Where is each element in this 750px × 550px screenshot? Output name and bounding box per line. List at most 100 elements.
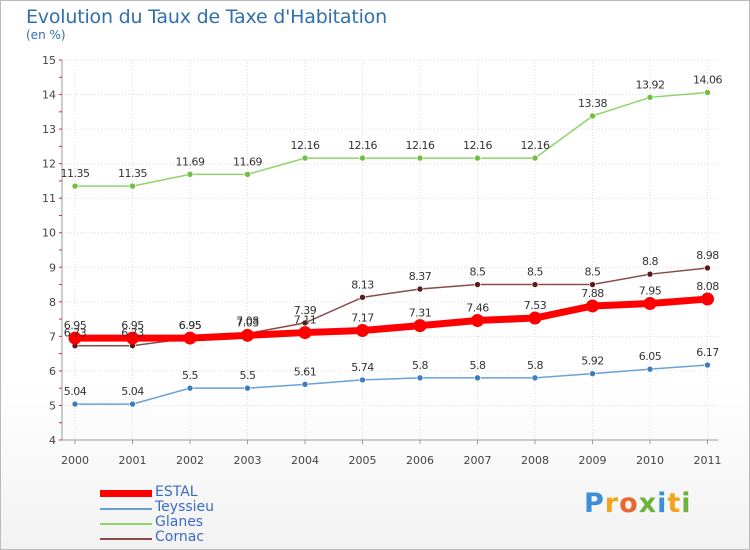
x-tick-label: 2009 — [579, 454, 607, 467]
series-point-teyssieu — [416, 374, 424, 382]
chart-title: Evolution du Taux de Taxe d'Habitation — [26, 6, 387, 28]
series-point-estal — [586, 299, 599, 313]
series-point-cornac — [646, 270, 654, 278]
grid-lines — [62, 59, 718, 441]
y-tick-label: 14 — [42, 89, 56, 102]
data-label-teyssieu: 5.5 — [182, 369, 198, 382]
x-tick-label: 2008 — [521, 454, 549, 467]
data-label-glanes: 11.35 — [118, 167, 147, 180]
logo-letter: t — [667, 488, 682, 519]
x-tick-label: 2011 — [694, 454, 722, 467]
data-label-cornac: 6.73 — [121, 327, 144, 340]
logo-letter: o — [619, 488, 639, 519]
y-tick-label: 7 — [49, 330, 56, 343]
series-point-glanes — [531, 154, 539, 162]
series-point-estal — [126, 331, 139, 345]
x-tick-label: 2000 — [61, 454, 89, 467]
series-point-estal — [471, 313, 484, 327]
x-tick-label: 2004 — [291, 454, 319, 467]
data-label-glanes: 12.16 — [348, 139, 377, 152]
data-label-estal: 7.53 — [524, 299, 547, 312]
series-line-glanes — [75, 91, 708, 187]
data-label-cornac: 8.5 — [585, 266, 601, 279]
y-tick-label: 15 — [42, 54, 56, 67]
series-point-cornac — [301, 319, 309, 327]
data-label-glanes: 12.16 — [406, 139, 435, 152]
series-line-teyssieu — [75, 364, 708, 405]
series-point-glanes — [186, 171, 194, 178]
data-label-estal: 7.17 — [351, 311, 374, 324]
logo-letter: P — [584, 488, 605, 519]
x-tick-label: 2007 — [464, 454, 492, 467]
series-point-glanes — [71, 182, 79, 190]
series-point-estal — [643, 297, 657, 311]
series-point-teyssieu — [589, 370, 596, 377]
series-point-glanes — [474, 154, 481, 162]
data-label-estal: 8.08 — [696, 280, 719, 293]
series-point-glanes — [244, 171, 251, 178]
legend-label: Cornac — [155, 529, 204, 545]
legend-swatch — [100, 490, 152, 497]
series-point-teyssieu — [704, 361, 711, 369]
data-label-cornac: 8.5 — [527, 266, 543, 279]
data-label-cornac: 7.39 — [294, 304, 317, 317]
data-label-cornac: 8.37 — [409, 270, 432, 283]
data-label-estal: 7.88 — [581, 287, 604, 300]
legend-swatch — [100, 523, 152, 525]
data-label-estal: 7.03 — [236, 316, 259, 329]
data-label-teyssieu: 5.8 — [470, 359, 486, 372]
data-label-cornac: 7.08 — [236, 315, 259, 328]
data-label-glanes: 11.69 — [233, 155, 262, 168]
data-label-glanes: 12.16 — [291, 139, 320, 152]
legend-label: Teyssieu — [155, 499, 215, 515]
series-point-glanes — [704, 89, 711, 96]
data-label-teyssieu: 5.8 — [527, 359, 543, 372]
data-label-estal: 6.95 — [179, 319, 202, 332]
x-tick-label: 2006 — [406, 454, 434, 467]
logo-letter: x — [638, 488, 658, 519]
series-point-teyssieu — [186, 384, 194, 392]
data-label-estal: 7.95 — [639, 285, 662, 298]
series-point-cornac — [474, 281, 481, 288]
series-point-glanes — [301, 154, 309, 162]
data-label-teyssieu: 6.17 — [696, 346, 719, 359]
chart-subtitle: (en %) — [26, 28, 66, 42]
series-point-estal — [701, 292, 714, 306]
data-label-teyssieu: 5.04 — [121, 385, 144, 398]
series-lines — [68, 89, 714, 408]
data-label-cornac: 6.73 — [64, 327, 87, 340]
series-point-glanes — [416, 154, 424, 162]
series-point-glanes — [646, 94, 654, 101]
series-point-teyssieu — [646, 365, 654, 373]
x-tick-label: 2003 — [234, 454, 262, 467]
logo-letter: i — [657, 488, 668, 519]
data-label-cornac: 8.8 — [642, 255, 658, 268]
y-tick-label: 13 — [42, 123, 56, 136]
data-label-cornac: 8.98 — [696, 249, 719, 262]
series-point-glanes — [589, 112, 596, 120]
series-point-cornac — [531, 281, 539, 288]
data-label-glanes: 13.92 — [636, 78, 665, 91]
proxiti-logo: Proxiti — [584, 488, 692, 519]
y-tick-label: 4 — [49, 434, 56, 447]
axes: 4 5 6 7 8 9 10 11 12 13 14 15 2000 2001 2002 2003 2004 20… — [42, 54, 722, 467]
data-label-teyssieu: 5.8 — [412, 359, 428, 372]
data-label-teyssieu: 5.74 — [351, 361, 374, 374]
data-label-teyssieu: 5.61 — [294, 365, 317, 378]
data-label-glanes: 12.16 — [463, 139, 492, 152]
series-point-teyssieu — [71, 400, 79, 408]
series-point-cornac — [416, 285, 424, 293]
legend-label: ESTAL — [155, 484, 198, 500]
logo-letter: r — [604, 488, 620, 519]
series-point-teyssieu — [301, 381, 309, 388]
series-point-teyssieu — [531, 374, 539, 382]
series-point-glanes — [359, 154, 366, 162]
x-tick-label: 2005 — [349, 454, 377, 467]
data-label-cornac: 8.13 — [351, 278, 374, 291]
series-point-estal — [298, 326, 312, 340]
data-label-glanes: 11.35 — [61, 167, 90, 180]
logo-letter: i — [681, 488, 692, 519]
data-label-glanes: 14.06 — [693, 73, 722, 86]
